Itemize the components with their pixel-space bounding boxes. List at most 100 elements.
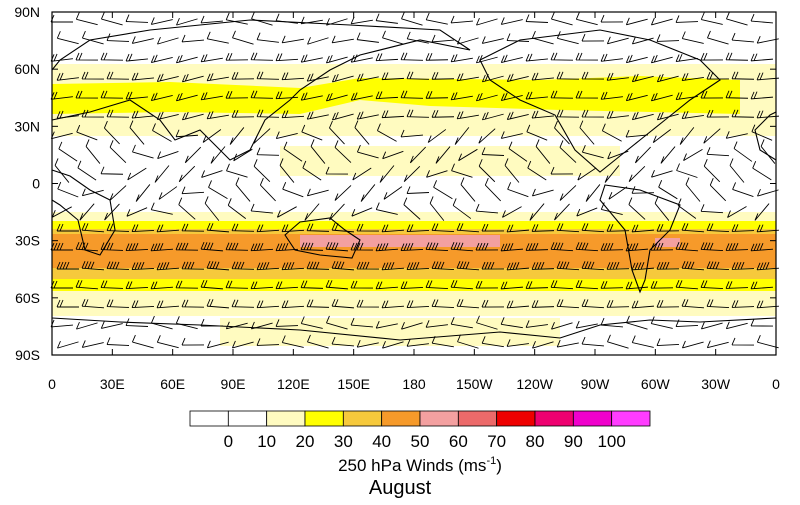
wind-barb [733,141,753,162]
wind-barb [525,320,548,328]
wind-barb [100,11,123,26]
wind-barb [725,90,749,99]
wind-barb [750,13,774,24]
wind-barb [600,14,624,23]
wind-barb [600,91,623,100]
wind-barb [181,34,204,43]
wind-barb [56,110,79,119]
wind-barb [581,109,605,118]
wind-barb [476,315,498,330]
wind-barb [656,223,680,232]
wind-barb [300,280,324,289]
wind-barb [500,242,524,252]
wind-barb [106,33,130,42]
wind-barb [700,242,724,252]
wind-barb [625,54,648,64]
wind-barb [625,92,648,102]
wind-barb [656,338,680,346]
wind-barb [350,280,374,289]
wind-barb [225,52,249,61]
wind-barb [576,207,598,217]
wind-barb [126,207,148,217]
wind-barb [656,299,680,308]
wind-barb [206,222,230,233]
wind-barb [154,165,170,183]
wind-barb [575,320,598,329]
wind-barb [181,73,204,83]
wind-barb [677,198,697,219]
wind-barb [431,72,455,80]
wind-barb [606,300,630,308]
wind-barb [329,120,345,145]
wind-barb [500,54,523,63]
wind-barb [756,110,780,119]
wind-barb [125,53,148,62]
wind-barb [531,224,555,232]
wind-barb [606,110,629,119]
colorbar-box [304,410,344,427]
wind-barb [425,320,448,328]
wind-barb [281,224,305,233]
wind-barb [456,223,480,233]
wind-barbs [50,11,780,349]
wind-barb [506,73,529,82]
wind-barb [631,300,655,309]
wind-barb [750,318,774,327]
wind-barb [85,139,101,164]
wind-barb [281,261,305,271]
wind-barb [100,90,124,99]
wind-barb [506,300,530,309]
wind-barb [250,242,274,252]
wind-barb [208,180,228,199]
wind-barb [725,52,749,61]
wind-barb [334,185,352,201]
wind-barb [157,151,179,159]
wind-barb [81,109,105,118]
shade-pink [300,235,500,247]
wind-barb [731,71,755,80]
wind-barb [650,54,673,64]
wind-barb [556,299,580,309]
wind-barb [253,128,271,144]
wind-barb [81,222,105,233]
wind-barb [631,335,654,348]
wind-barb [400,242,424,251]
wind-barb [256,109,280,118]
wind-barb [282,181,304,198]
wind-barb [150,202,173,215]
wind-barb [531,300,555,308]
wind-barb [275,53,299,62]
wind-barb [382,341,404,349]
wind-barb [554,203,570,221]
wind-barb [481,261,505,270]
wind-barb [201,170,223,178]
wind-barb [656,111,679,121]
wind-barb [307,334,329,349]
wind-barb [634,146,651,164]
wind-barb [458,148,478,162]
wind-barb [606,72,629,81]
wind-barb [356,339,379,348]
colorbar: 0 10 20 30 40 50 60 70 80 90 100 [189,410,651,451]
wind-barb [431,299,455,308]
colorbar-box [381,410,421,427]
wind-barb [106,71,130,80]
wind-barb [306,111,329,120]
wind-barb [481,73,504,83]
wind-barb [77,160,97,181]
wind-barb [325,54,348,64]
wind-barb [356,223,380,232]
wind-barb [331,260,355,271]
wind-barb [281,72,305,81]
wind-barb [175,280,199,289]
wind-barb [756,335,779,349]
wind-barb [375,281,399,290]
wind-barb [181,223,205,232]
wind-barb [456,261,480,271]
wind-barb [585,184,601,202]
wind-barb [508,141,528,162]
wind-barb [109,140,127,163]
wind-barb [707,30,729,45]
wind-barb [231,71,255,80]
wind-barb [731,109,755,118]
